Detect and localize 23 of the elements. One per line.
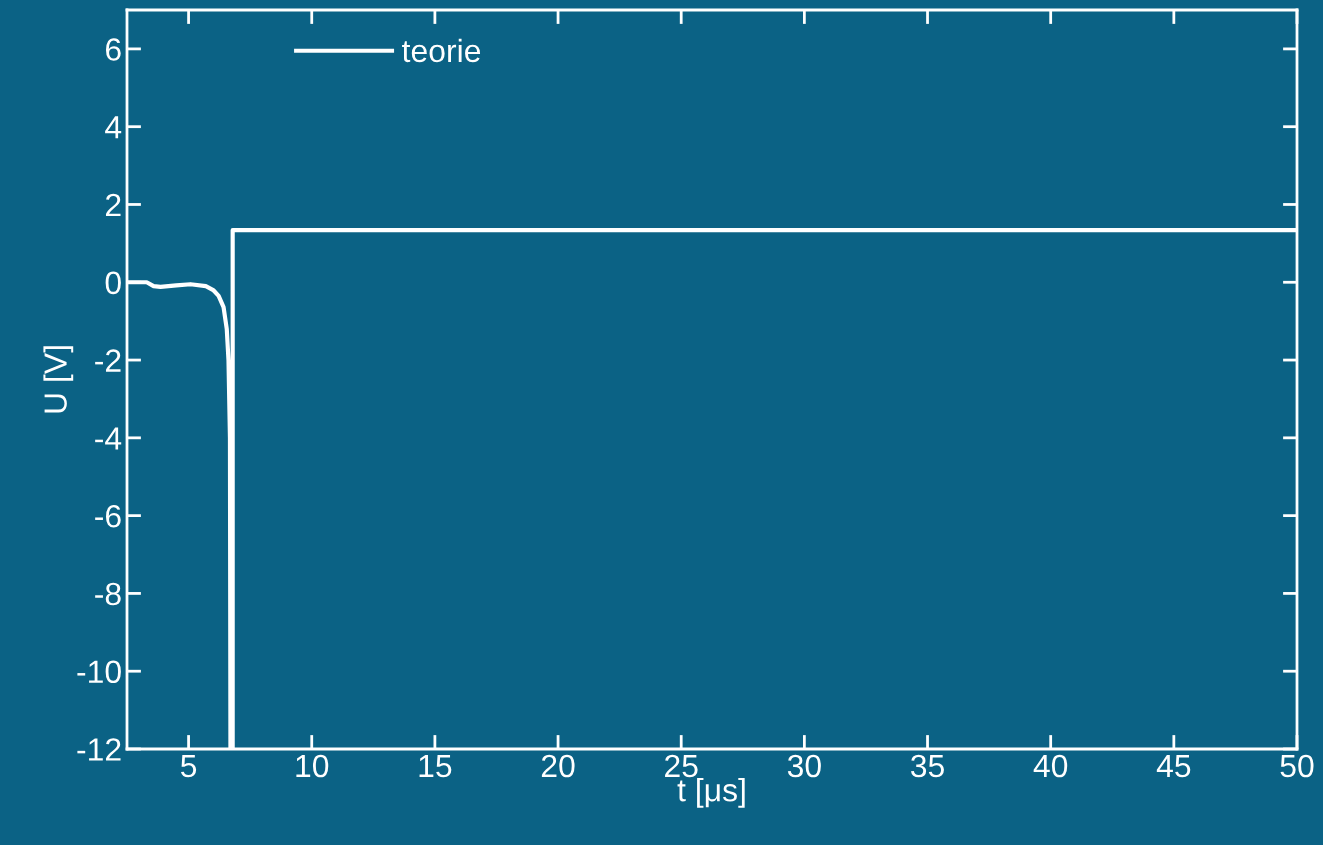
y-tick-label: -10	[77, 660, 121, 684]
y-tick-label: -2	[95, 349, 121, 372]
y-tick-label: -12	[77, 738, 121, 761]
x-tick-label: 45	[1156, 755, 1191, 778]
x-tick-label: 5	[180, 755, 197, 778]
y-tick-label: -4	[95, 427, 122, 450]
y-tick-label: 2	[105, 193, 121, 217]
y-tick-label: 0	[105, 271, 121, 295]
x-tick-label: 20	[541, 754, 575, 778]
legend-label: teorie	[402, 38, 481, 63]
x-tick-label: 40	[1033, 754, 1068, 778]
y-axis-title: U [V]	[43, 346, 74, 413]
x-tick-label: 50	[1280, 754, 1314, 778]
y-tick-label: 6	[106, 38, 121, 61]
y-tick-label: 4	[105, 116, 122, 139]
x-tick-label: 30	[787, 754, 821, 778]
x-tick-label: 10	[296, 754, 329, 778]
x-tick-label: 15	[419, 755, 452, 778]
x-axis-title: t [μs]	[677, 778, 745, 808]
y-tick-label: -6	[95, 504, 121, 528]
y-tick-label: -8	[95, 582, 121, 606]
x-tick-label: 25	[665, 754, 698, 778]
x-tick-label: 35	[910, 754, 944, 778]
